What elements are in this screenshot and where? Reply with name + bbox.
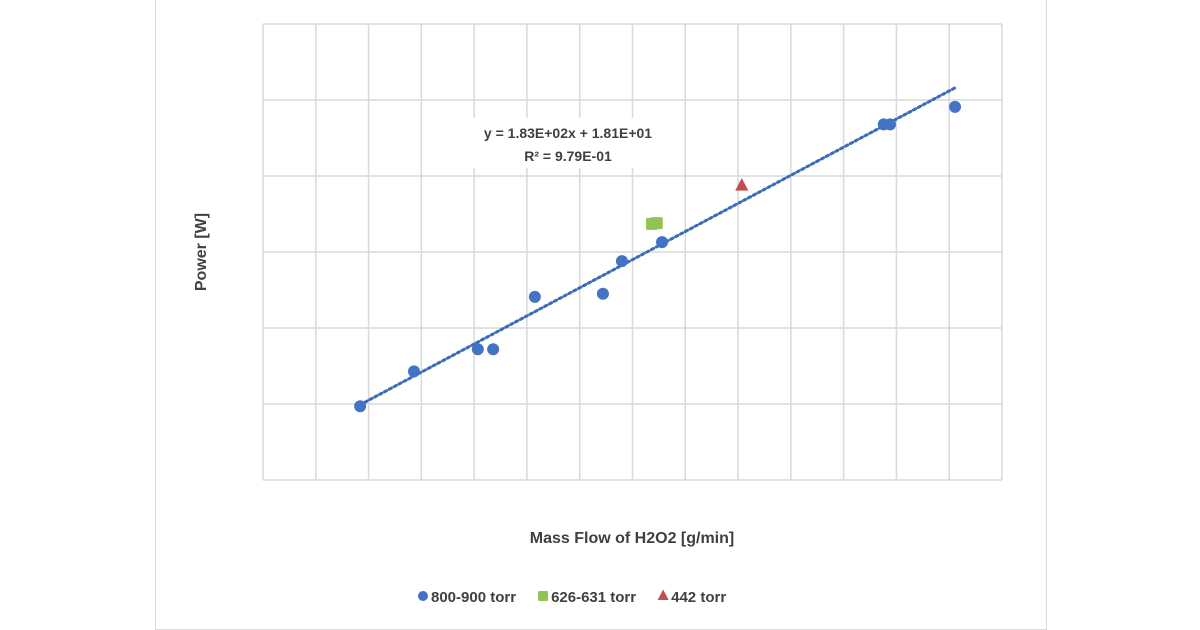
legend-label: 626-631 torr xyxy=(551,589,636,606)
data-point-circle xyxy=(354,400,366,412)
data-point-circle xyxy=(949,101,961,113)
trendline-r-squared: R² = 9.79E-01 xyxy=(524,148,612,164)
data-point-circle xyxy=(616,255,628,267)
data-point-circle xyxy=(597,288,609,300)
legend-item: 626-631 torr xyxy=(538,589,636,606)
legend-item: 442 torr xyxy=(658,589,727,606)
data-point-square xyxy=(651,217,663,229)
x-axis-label: Mass Flow of H2O2 [g/min] xyxy=(530,530,734,547)
data-point-circle xyxy=(408,365,420,377)
data-point-circle xyxy=(472,343,484,355)
trendline-equation: y = 1.83E+02x + 1.81E+01 xyxy=(484,125,652,141)
data-point-circle xyxy=(487,343,499,355)
legend-label: 800-900 torr xyxy=(431,589,516,606)
data-point-triangle xyxy=(735,178,748,191)
legend-label: 442 torr xyxy=(671,589,726,606)
legend-marker-triangle xyxy=(658,590,669,601)
legend-marker-circle xyxy=(418,591,428,601)
data-point-circle xyxy=(884,118,896,130)
gridlines xyxy=(263,24,1002,480)
scatter-chart: y = 1.83E+02x + 1.81E+01 R² = 9.79E-01 P… xyxy=(0,0,1200,628)
legend: 800-900 torr 626-631 torr 442 torr xyxy=(418,589,726,606)
legend-item: 800-900 torr xyxy=(418,589,516,606)
y-axis-label: Power [W] xyxy=(193,213,210,291)
data-point-circle xyxy=(656,236,668,248)
data-point-circle xyxy=(529,291,541,303)
legend-marker-square xyxy=(538,591,548,601)
